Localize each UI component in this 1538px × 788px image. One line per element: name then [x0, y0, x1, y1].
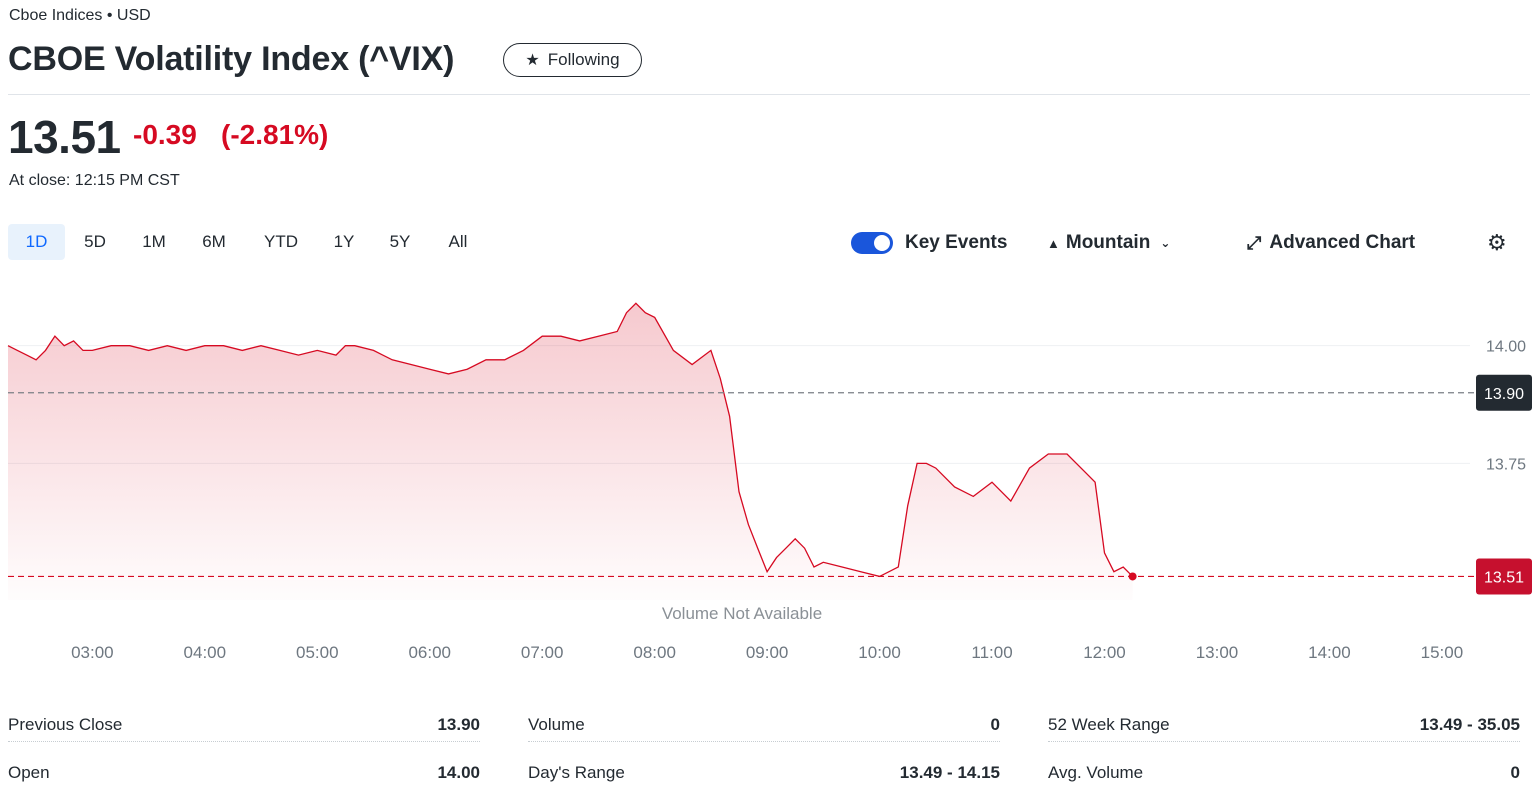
mountain-icon: ▲ [1047, 235, 1060, 251]
following-button[interactable]: ★ Following [503, 43, 642, 77]
current-price-badge-label: 13.51 [1484, 569, 1524, 586]
x-tick-label: 05:00 [296, 643, 339, 662]
stat-avg-volume: Avg. Volume 0 [1048, 756, 1520, 788]
current-price: 13.51 [8, 111, 121, 163]
current-price-dot [1128, 572, 1137, 581]
price-area [8, 303, 1133, 600]
key-events-label[interactable]: Key Events [905, 232, 1008, 253]
exchange-label: Cboe Indices • USD [9, 7, 151, 24]
range-tabs: 1D 5D 1M 6M YTD 1Y 5Y All [8, 224, 487, 260]
price-chart: 14.00 13.75 03:00 04:00 05:00 06:00 07:00 08:0… [7, 302, 1532, 662]
x-tick-label: 03:00 [71, 643, 114, 662]
header-divider [8, 94, 1530, 95]
advanced-chart-label: Advanced Chart [1269, 232, 1416, 253]
stat-previous-close: Previous Close 13.90 [8, 708, 480, 742]
stat-label: Day's Range [528, 763, 625, 782]
key-events-toggle[interactable] [851, 232, 893, 254]
x-tick-label: 09:00 [746, 643, 789, 662]
previous-close-badge-label: 13.90 [1484, 386, 1524, 403]
x-tick-label: 14:00 [1308, 643, 1351, 662]
volume-note: Volume Not Available [662, 604, 822, 623]
price-change: -0.39 [133, 119, 197, 150]
y-tick-label: 13.75 [1486, 456, 1526, 473]
stat-label: Open [8, 763, 50, 782]
x-tick-label: 07:00 [521, 643, 564, 662]
y-axis-ticks: 14.00 13.75 [1486, 339, 1526, 474]
stat-value: 13.49 - 14.15 [899, 763, 1000, 782]
stat-label: Avg. Volume [1048, 763, 1144, 782]
x-tick-label: 12:00 [1083, 643, 1126, 662]
x-tick-label: 11:00 [971, 643, 1012, 662]
expand-icon: ⤢ [1247, 232, 1262, 253]
current-price-badge: 13.51 [1476, 558, 1532, 595]
stat-label: Volume [528, 714, 585, 734]
x-tick-label: 08:00 [633, 643, 676, 662]
range-tab-1m[interactable]: 1M [142, 232, 166, 251]
stat-value: 0 [990, 714, 1000, 734]
stat-value: 13.90 [437, 714, 480, 734]
x-tick-label: 15:00 [1421, 643, 1464, 662]
star-icon: ★ [525, 52, 540, 69]
previous-close-badge: 13.90 [1476, 374, 1532, 411]
chart-type-label: Mountain [1065, 232, 1151, 253]
price-line [7, 302, 1134, 578]
advanced-chart-button[interactable]: ⤢ Advanced Chart [1247, 232, 1415, 254]
range-tab-all[interactable]: All [448, 232, 468, 251]
stat-open: Open 14.00 [8, 756, 480, 788]
x-tick-label: 04:00 [184, 643, 227, 662]
stat-value: 0 [1510, 763, 1520, 782]
toggle-knob [874, 235, 890, 251]
page-title: CBOE Volatility Index (^VIX) [8, 40, 455, 78]
stat-volume: Volume 0 [528, 708, 1000, 742]
range-tab-ytd[interactable]: YTD [264, 232, 298, 251]
range-tab-5y[interactable]: 5Y [389, 232, 411, 251]
close-time: At close: 12:15 PM CST [9, 172, 180, 189]
price-change-percent: (-2.81%) [221, 119, 329, 150]
chevron-down-icon: ⌄ [1160, 236, 1171, 250]
stat-value: 14.00 [437, 763, 480, 782]
range-tab-5d[interactable]: 5D [84, 232, 106, 251]
x-tick-label: 10:00 [858, 643, 901, 662]
x-axis-ticks: 03:00 04:00 05:00 06:00 07:00 08:00 09:00 10:00… [71, 643, 1463, 662]
x-tick-label: 13:00 [1196, 643, 1239, 662]
range-tab-1d[interactable]: 1D [8, 224, 65, 260]
x-tick-label: 06:00 [408, 643, 451, 662]
range-tab-6m[interactable]: 6M [202, 232, 226, 251]
stat-days-range: Day's Range 13.49 - 14.15 [528, 756, 1000, 788]
gear-icon[interactable]: ⚙ [1487, 230, 1507, 255]
stat-label: Previous Close [8, 714, 123, 734]
stat-label: 52 Week Range [1048, 714, 1170, 734]
stat-52-week-range: 52 Week Range 13.49 - 35.05 [1048, 708, 1520, 742]
following-label: Following [547, 50, 620, 69]
chart-type-dropdown[interactable]: ▲ Mountain ⌄ [1047, 232, 1170, 254]
stat-value: 13.49 - 35.05 [1419, 714, 1520, 734]
y-tick-label: 14.00 [1486, 339, 1526, 356]
range-tab-1y[interactable]: 1Y [333, 232, 355, 251]
